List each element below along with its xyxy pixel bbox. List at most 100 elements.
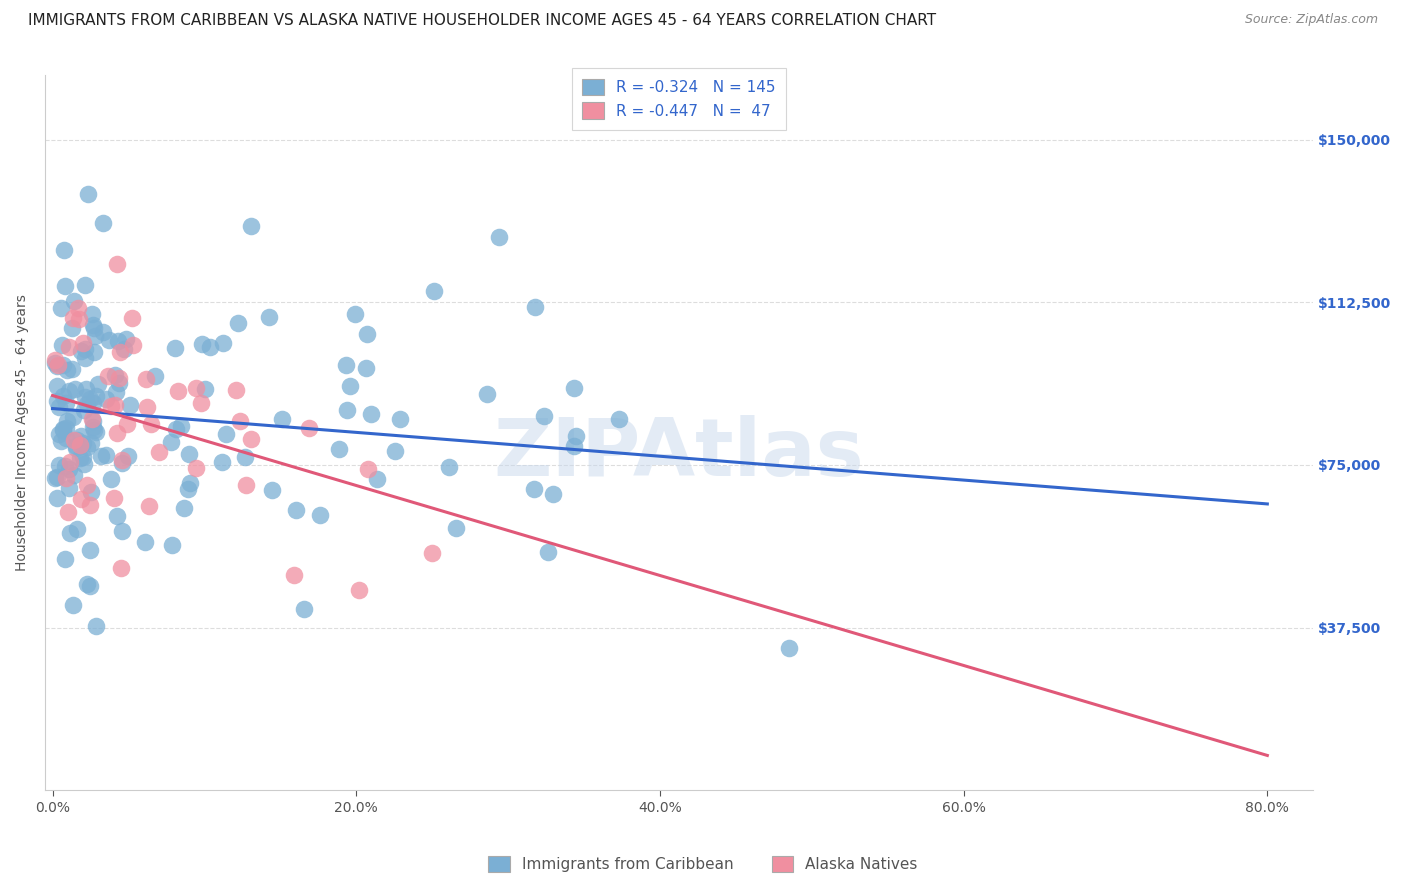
Point <box>52 422 75 436</box>
Point <box>69 450 91 465</box>
Point <box>73 390 96 404</box>
Point <box>66 523 89 537</box>
Point <box>105 508 128 523</box>
Point <box>117 449 139 463</box>
Point <box>357 461 380 475</box>
Point <box>422 546 444 560</box>
Point <box>58 340 80 354</box>
Point <box>541 487 564 501</box>
Point <box>83 345 105 359</box>
Point <box>135 372 157 386</box>
Point <box>111 524 134 539</box>
Point <box>117 417 139 431</box>
Point <box>55 471 77 485</box>
Point <box>44 352 66 367</box>
Point <box>62 599 84 613</box>
Point <box>52 243 75 257</box>
Point <box>62 409 84 424</box>
Point <box>76 440 98 454</box>
Point <box>55 396 77 410</box>
Point <box>177 447 200 461</box>
Point <box>73 457 96 471</box>
Point <box>66 434 89 448</box>
Point <box>339 379 361 393</box>
Point <box>84 425 107 440</box>
Point <box>53 552 76 566</box>
Point <box>191 337 214 351</box>
Point <box>63 433 86 447</box>
Point <box>75 382 97 396</box>
Point <box>215 426 238 441</box>
Point <box>58 462 80 476</box>
Point <box>170 418 193 433</box>
Point <box>58 384 80 399</box>
Point <box>80 435 103 450</box>
Point <box>100 400 122 414</box>
Point <box>562 382 585 396</box>
Point <box>138 500 160 514</box>
Point <box>80 485 103 500</box>
Text: ZIPAtlas: ZIPAtlas <box>494 415 865 493</box>
Point <box>55 421 77 435</box>
Point <box>79 498 101 512</box>
Point <box>72 436 94 450</box>
Point <box>229 414 252 428</box>
Point <box>79 392 101 406</box>
Point <box>110 561 132 575</box>
Point <box>94 448 117 462</box>
Point <box>73 351 96 365</box>
Point <box>60 321 83 335</box>
Point <box>283 568 305 582</box>
Point <box>184 461 207 475</box>
Point <box>79 578 101 592</box>
Point <box>67 301 90 315</box>
Point <box>72 450 94 465</box>
Point <box>49 434 72 448</box>
Point <box>100 472 122 486</box>
Point <box>360 407 382 421</box>
Point <box>212 336 235 351</box>
Point <box>148 444 170 458</box>
Point <box>55 431 77 445</box>
Point <box>111 456 134 470</box>
Legend: Immigrants from Caribbean, Alaska Natives: Immigrants from Caribbean, Alaska Native… <box>481 848 925 880</box>
Point <box>444 521 467 535</box>
Text: Source: ZipAtlas.com: Source: ZipAtlas.com <box>1244 13 1378 27</box>
Point <box>44 471 66 485</box>
Point <box>260 483 283 497</box>
Point <box>389 412 412 426</box>
Point <box>53 458 76 473</box>
Point <box>48 400 70 414</box>
Point <box>309 508 332 522</box>
Point <box>143 368 166 383</box>
Point <box>98 333 121 347</box>
Point <box>139 417 162 432</box>
Point <box>70 492 93 507</box>
Point <box>63 383 86 397</box>
Point <box>437 459 460 474</box>
Point <box>537 545 560 559</box>
Point <box>228 316 250 330</box>
Point <box>239 219 262 233</box>
Point <box>107 334 129 348</box>
Point <box>347 583 370 598</box>
Point <box>62 310 84 325</box>
Point <box>90 450 112 464</box>
Point <box>56 505 79 519</box>
Point <box>82 419 104 434</box>
Point <box>76 477 98 491</box>
Point <box>562 439 585 453</box>
Point <box>46 358 69 372</box>
Point <box>235 477 257 491</box>
Point <box>70 428 93 442</box>
Point <box>211 455 233 469</box>
Point <box>488 230 510 244</box>
Point <box>62 467 84 482</box>
Point <box>134 534 156 549</box>
Point <box>298 421 321 435</box>
Point <box>105 257 128 271</box>
Point <box>52 389 75 403</box>
Point <box>173 500 195 515</box>
Point <box>76 397 98 411</box>
Point <box>159 434 181 449</box>
